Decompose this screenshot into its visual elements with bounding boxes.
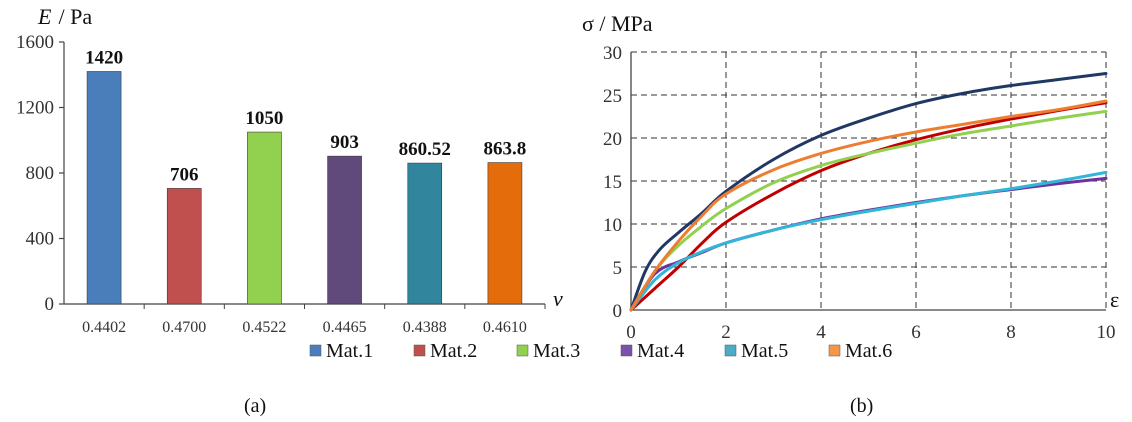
line-x-tick-label: 0: [626, 322, 636, 343]
series-line-mat2: [629, 101, 1108, 312]
line-y-tick-label: 30: [603, 43, 622, 64]
legend-swatch: [620, 344, 633, 357]
bar-y-tick-label: 0: [45, 294, 55, 315]
bar-value-label: 903: [330, 132, 359, 153]
bar-mat1: [86, 71, 122, 305]
line-y-tick-label: 0: [613, 301, 623, 322]
series-line-mat5: [629, 170, 1108, 312]
legend-label: Mat.4: [637, 340, 684, 362]
legend-label: Mat.6: [845, 340, 892, 362]
legend-label: Mat.2: [430, 340, 477, 362]
bar-x-tick-label: 0.4522: [242, 319, 286, 336]
line-y-tick-label: 25: [603, 86, 622, 107]
caption-b: (b): [850, 395, 873, 417]
legend-swatch: [413, 344, 426, 357]
bar-x-tick-label: 0.4610: [483, 319, 527, 336]
line-y-tick-label: 10: [603, 215, 622, 236]
line-x-tick-label: 8: [1006, 322, 1016, 343]
bar-y-tick-label: 1200: [16, 98, 54, 119]
bar-y-tick-label: 1600: [16, 32, 54, 53]
bar-value-label: 706: [170, 164, 199, 185]
line-y-title: σ / MPa: [582, 11, 653, 36]
bar-value-label: 1420: [85, 47, 123, 68]
series-line-mat3: [629, 109, 1108, 312]
bar-x-tick-label: 0.4465: [323, 319, 367, 336]
legend-swatch: [309, 344, 322, 357]
bar-mat6: [487, 162, 523, 305]
legend-swatch: [828, 344, 841, 357]
line-chart-panel: σ / MPa ε 0 2 4 6 8 10 0 5 10 15 20 25 30: [582, 11, 1119, 343]
bar-mat3: [247, 131, 282, 305]
caption-a: (a): [244, 395, 266, 417]
series-line-mat1: [629, 72, 1108, 312]
line-x-tick-label: 4: [816, 322, 826, 343]
line-x-title: ε: [1110, 287, 1119, 312]
bar-mat4: [327, 155, 362, 305]
legend-swatch: [516, 344, 529, 357]
legend: Mat.1 Mat.2 Mat.3 Mat.4 Mat.5 Mat.6: [309, 340, 892, 362]
bar-x-title: ν: [553, 286, 563, 311]
line-y-tick-label: 5: [613, 258, 623, 279]
legend-swatch: [724, 344, 737, 357]
bar-y-tick-label: 800: [26, 163, 55, 184]
line-x-tick-label: 2: [721, 322, 731, 343]
bar-mat5: [407, 162, 443, 305]
bar-value-label: 860.52: [399, 139, 451, 160]
line-x-tick-label: 6: [911, 322, 921, 343]
series-line-mat6: [629, 99, 1108, 312]
bar-x-tick-label: 0.4402: [82, 319, 126, 336]
line-y-tick-label: 15: [603, 172, 622, 193]
bar-chart-panel: E / Pa ν 0 400 800 1200 1600 1420 0.4402 706 0.…: [16, 4, 563, 336]
bar-value-label: 1050: [245, 108, 283, 129]
bar-mat2: [166, 188, 202, 305]
bar-y-title-unit: / Pa: [53, 4, 92, 29]
line-x-tick-label: 10: [1097, 322, 1116, 343]
legend-label: Mat.3: [533, 340, 580, 362]
bar-x-tick-label: 0.4388: [403, 319, 447, 336]
legend-label: Mat.5: [741, 340, 788, 362]
legend-label: Mat.1: [326, 340, 373, 362]
line-y-tick-label: 20: [603, 129, 622, 150]
bar-x-tick-label: 0.4700: [162, 319, 206, 336]
bar-value-label: 863.8: [484, 139, 527, 160]
bar-y-tick-label: 400: [26, 229, 55, 250]
bar-y-title-symbol: E: [37, 4, 52, 29]
